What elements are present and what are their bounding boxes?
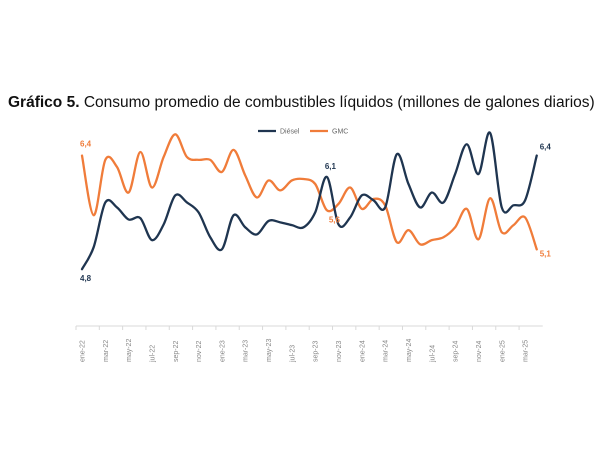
legend-label-diésel: Diésel: [280, 129, 300, 136]
x-tick-label: sep-22: [173, 340, 180, 362]
series-line-gmc: [80, 133, 538, 251]
data-label: 6,1: [325, 162, 337, 171]
series-line-diésel: [80, 131, 538, 271]
data-label: 6,4: [80, 140, 92, 149]
x-tick-label: ene-22: [80, 340, 87, 362]
chart-title-text: Consumo promedio de combustibles líquido…: [83, 94, 595, 111]
x-tick-label: nov-23: [336, 340, 343, 362]
x-tick-label: ene-25: [499, 340, 506, 362]
x-tick-label: mar-23: [243, 340, 250, 362]
x-tick-label: mar-25: [523, 340, 530, 362]
x-tick-label: may-23: [266, 339, 273, 362]
x-tick-label: jul-23: [289, 345, 296, 363]
x-tick-label: jul-24: [429, 345, 436, 363]
data-label: 5,1: [540, 249, 552, 258]
x-tick-label: mar-24: [383, 340, 390, 362]
x-tick-label: nov-22: [196, 340, 203, 362]
legend-label-gmc: GMC: [332, 129, 348, 136]
x-tick-label: ene-24: [359, 340, 366, 362]
x-tick-label: mar-22: [103, 340, 110, 362]
data-label: 6,4: [540, 143, 552, 152]
x-tick-label: sep-23: [313, 340, 320, 362]
chart-title-number: Gráfico 5.: [8, 94, 80, 111]
x-tick-label: may-22: [126, 339, 133, 362]
x-tick-label: jul-22: [149, 345, 156, 363]
x-tick-label: may-24: [406, 339, 413, 362]
x-tick-label: sep-24: [453, 340, 460, 362]
x-tick-label: ene-23: [219, 340, 226, 362]
chart-title: Gráfico 5. Consumo promedio de combustib…: [8, 94, 595, 112]
data-label: 5,6: [329, 215, 341, 224]
x-tick-label: nov-24: [476, 340, 483, 362]
data-label: 4,8: [80, 274, 92, 283]
